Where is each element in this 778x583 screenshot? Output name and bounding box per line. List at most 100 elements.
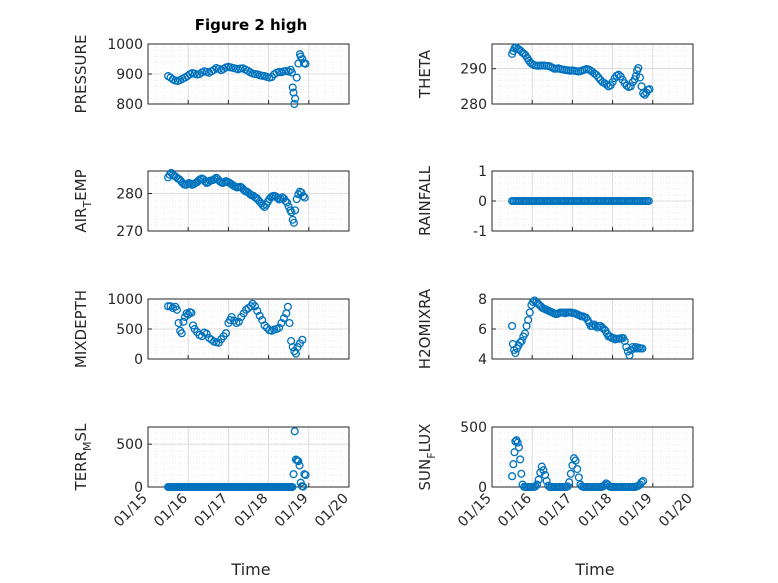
y-tick-label: 500 <box>116 437 143 453</box>
x-tick-label: 01/17 <box>535 491 575 531</box>
data-point <box>592 71 601 80</box>
data-point <box>637 82 646 91</box>
data-point <box>531 482 540 491</box>
data-point <box>608 78 617 87</box>
data-point <box>532 480 542 489</box>
data-point <box>525 308 534 317</box>
figure-title: Figure 2 high <box>195 16 308 34</box>
x-tick-label: 01/20 <box>656 491 696 531</box>
y-tick-label: 500 <box>460 420 487 436</box>
subplot-sun: 0 500 01/15 01/16 01/17 01/18 01/19 01/20 SUNFLU… <box>416 420 696 530</box>
data-point <box>638 344 647 353</box>
data-point <box>187 308 196 317</box>
data-point <box>622 81 631 90</box>
data-point <box>520 329 530 338</box>
x-tick-label: 01/19 <box>616 491 656 531</box>
y-tick-label: 1 <box>478 164 487 180</box>
axes-box <box>147 43 350 105</box>
y-tick-label: 8 <box>478 292 487 308</box>
data-point <box>253 306 262 316</box>
axes-box <box>147 298 350 360</box>
data-point <box>639 476 648 486</box>
y-tick-label: 270 <box>116 224 143 240</box>
data-point <box>630 75 639 84</box>
axes-box <box>491 170 694 232</box>
data-point <box>295 461 304 470</box>
data-point <box>528 297 538 307</box>
data-point <box>255 311 264 320</box>
y-tick-label: 500 <box>116 322 143 338</box>
data-point <box>524 315 533 325</box>
x-tick-label: 01/18 <box>232 491 272 531</box>
data-point <box>202 329 211 338</box>
data-point <box>288 342 297 352</box>
data-point <box>291 206 300 215</box>
data-point <box>291 94 300 103</box>
data-point <box>565 478 574 487</box>
data-point <box>292 73 301 82</box>
data-point <box>645 85 654 94</box>
data-point <box>534 475 543 484</box>
data-point <box>573 464 582 474</box>
data-point <box>644 196 653 206</box>
data-point <box>275 323 284 332</box>
data-point <box>294 457 303 466</box>
y-tick-label: 290 <box>460 62 487 78</box>
data-point <box>574 473 583 482</box>
data-point <box>250 302 259 311</box>
data-point <box>301 470 310 480</box>
data-point <box>299 482 308 491</box>
x-tick-label: 01/17 <box>191 491 231 531</box>
data-point <box>260 321 269 330</box>
subplot-pressure: 800 900 1000 PRESSURE <box>72 35 350 114</box>
data-point <box>634 63 643 73</box>
data-point <box>508 321 517 331</box>
data-point <box>542 476 551 486</box>
x-axis-label-right: Time <box>574 560 614 579</box>
data-point <box>513 438 522 447</box>
data-point <box>517 336 526 346</box>
y-tick-label: 0 <box>134 480 143 496</box>
subplot-theta: 280 290 THETA <box>416 43 694 113</box>
y-tick-label: 1000 <box>107 292 143 308</box>
data-point <box>301 59 310 68</box>
subplot-terr: 0 500 01/15 01/16 01/17 01/18 01/19 01/20 TERRMS… <box>72 423 352 530</box>
data-point <box>300 470 309 479</box>
x-axis-label-left: Time <box>230 560 270 579</box>
x-tick-label: 01/15 <box>111 491 151 531</box>
x-tick-label: 01/16 <box>495 490 535 530</box>
data-point <box>571 456 580 465</box>
data-point <box>626 82 635 91</box>
subplot-h2omixra: 4 6 8 H2OMIXRA <box>416 288 694 369</box>
data-point <box>279 314 288 323</box>
data-point <box>234 317 243 326</box>
y-tick-label: 0 <box>478 480 487 496</box>
y-axis-label: THETA <box>416 49 434 99</box>
data-point <box>300 193 309 202</box>
y-tick-label: 0 <box>478 194 487 210</box>
data-point <box>174 318 183 328</box>
data-point <box>286 206 295 215</box>
data-point <box>511 348 520 358</box>
data-point <box>508 472 517 481</box>
y-tick-label: 0 <box>134 352 143 368</box>
y-tick-label: 4 <box>478 352 487 368</box>
data-point <box>290 427 299 436</box>
axes-box <box>491 43 694 105</box>
subplot-mixdepth: 0 500 1000 MIXDEPTH <box>72 290 350 368</box>
data-point <box>625 351 634 360</box>
data-point <box>283 302 292 311</box>
data-point <box>631 71 640 80</box>
data-point <box>292 195 301 204</box>
data-point <box>299 192 308 201</box>
data-point <box>285 318 294 328</box>
y-axis-label: PRESSURE <box>72 35 90 114</box>
data-point <box>637 478 646 487</box>
y-tick-label: -1 <box>473 224 487 240</box>
y-axis-label: SUNFLUX <box>416 424 438 491</box>
x-tick-label: 01/16 <box>151 490 191 530</box>
y-axis-label: TERRMSL <box>72 423 94 492</box>
y-tick-label: 6 <box>478 322 487 338</box>
